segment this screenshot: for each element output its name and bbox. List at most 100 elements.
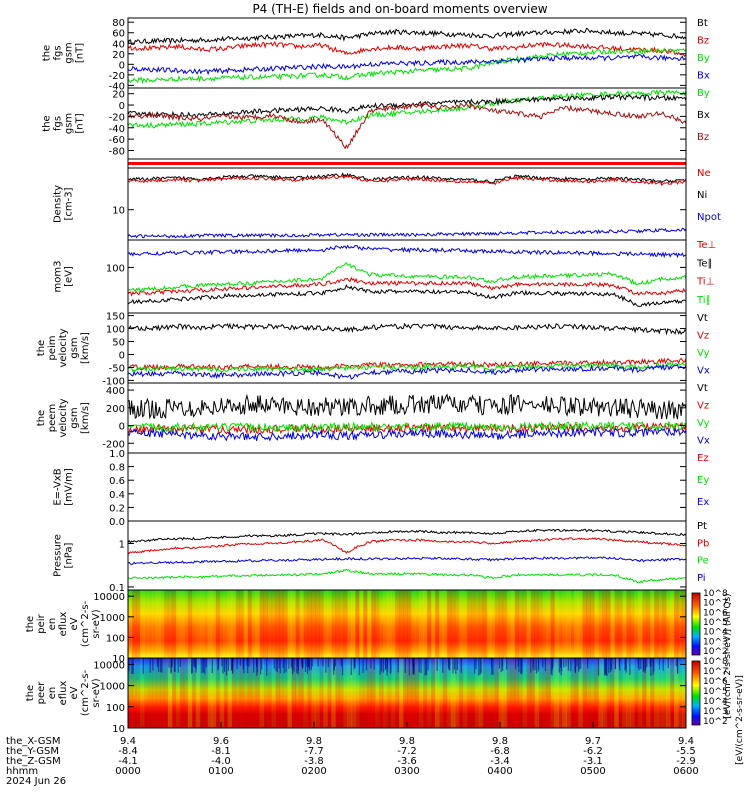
y-tick-label: 100 xyxy=(106,325,125,336)
legend-density-Ne: Ne xyxy=(697,168,711,179)
noise-mark xyxy=(614,658,617,669)
noise-mark xyxy=(518,658,520,673)
noise-mark xyxy=(170,658,172,674)
noise-mark xyxy=(418,658,420,673)
noise-mark xyxy=(604,658,606,676)
spectrogram-stripe xyxy=(235,590,241,658)
spectrogram-stripe xyxy=(626,590,631,658)
spectrogram-stripe xyxy=(311,590,316,658)
colorbar-tick-label: 10^3 xyxy=(703,707,728,717)
legend-peem-Vt: Vt xyxy=(697,383,708,394)
noise-mark xyxy=(424,658,426,676)
noise-mark xyxy=(194,658,196,668)
spectrogram-stripe xyxy=(303,658,308,728)
spectrogram-stripe xyxy=(175,658,181,728)
spectrogram-stripe xyxy=(534,658,540,728)
spectrogram-stripe xyxy=(622,590,627,658)
spectrogram-stripe xyxy=(251,658,257,728)
spectrogram-stripe xyxy=(618,590,623,658)
noise-mark xyxy=(551,658,553,670)
spectrogram-stripe xyxy=(542,590,547,658)
noise-mark xyxy=(242,658,244,670)
spectrogram-stripe xyxy=(650,658,655,728)
noise-mark xyxy=(193,658,195,667)
spectrogram-stripe xyxy=(610,658,615,728)
spectrogram-stripe xyxy=(522,590,528,658)
series-peim-Vx xyxy=(127,363,687,380)
legend-peim-Vt: Vt xyxy=(697,313,708,324)
y-tick-label: -20 xyxy=(109,112,125,123)
spectrogram-stripe xyxy=(187,658,193,728)
noise-mark xyxy=(427,658,429,671)
spectrogram-stripe xyxy=(594,590,599,658)
panel-flag xyxy=(127,158,687,169)
spectrogram-stripe xyxy=(227,658,233,728)
noise-mark xyxy=(149,658,151,673)
spectrogram-stripe xyxy=(335,590,340,658)
spectrogram-stripe xyxy=(367,590,372,658)
noise-mark xyxy=(333,658,335,670)
noise-mark xyxy=(618,658,620,668)
spectrogram-stripe xyxy=(506,658,512,728)
noise-mark xyxy=(455,658,457,674)
series-density-Ne xyxy=(127,174,687,186)
y-axis-label: peer xyxy=(36,681,47,705)
spectrogram-stripe xyxy=(391,590,396,658)
y-axis-label: mom3 xyxy=(53,261,64,293)
noise-mark xyxy=(334,658,336,667)
noise-mark xyxy=(637,658,639,669)
noise-mark xyxy=(558,658,560,673)
spectrogram-stripe xyxy=(223,590,229,658)
noise-mark xyxy=(224,658,226,672)
noise-mark xyxy=(222,658,224,674)
noise-mark xyxy=(276,658,278,673)
noise-mark xyxy=(204,658,206,675)
noise-mark xyxy=(205,658,207,668)
noise-mark xyxy=(456,658,458,670)
y-tick-label: 0 xyxy=(119,422,125,433)
noise-mark xyxy=(662,658,664,671)
spectrogram-stripe xyxy=(598,590,603,658)
spectrogram-stripe xyxy=(295,658,300,728)
x-tick-label: 0500 xyxy=(580,766,605,777)
noise-mark xyxy=(570,658,572,672)
legend-peim-Vz: Vz xyxy=(697,331,709,342)
y-tick-label: -50 xyxy=(109,363,125,374)
y-tick-label: 1000 xyxy=(100,682,125,693)
y-tick-label: 200 xyxy=(106,404,125,415)
series-pressure-Pb xyxy=(127,537,687,555)
spectrogram-stripe xyxy=(442,590,448,658)
noise-mark xyxy=(327,658,329,668)
spectrogram-stripe xyxy=(410,658,416,728)
noise-mark xyxy=(260,658,262,675)
spectrogram-stripe xyxy=(462,658,468,728)
noise-mark xyxy=(304,658,306,672)
spectrogram-stripe xyxy=(638,590,643,658)
spectrogram-stripe xyxy=(203,658,209,728)
spectrogram-stripe xyxy=(490,658,496,728)
spectrogram-stripe xyxy=(522,658,528,728)
spectrogram-stripe xyxy=(598,658,603,728)
spectrogram-stripe xyxy=(383,658,388,728)
y-tick-label: 400 xyxy=(106,386,125,397)
spectrogram-stripe xyxy=(478,590,484,658)
spectrogram-stripe xyxy=(267,590,272,658)
noise-mark xyxy=(580,658,582,669)
noise-mark xyxy=(236,658,238,670)
spectrogram-stripe xyxy=(450,590,456,658)
spectrogram-stripe xyxy=(407,590,412,658)
noise-mark xyxy=(179,658,181,667)
noise-mark xyxy=(629,658,631,676)
noise-mark xyxy=(293,658,295,672)
y-tick-label: 1.0 xyxy=(109,449,125,460)
noise-mark xyxy=(158,658,160,672)
spectrogram-stripe xyxy=(498,590,504,658)
spectrogram-stripe xyxy=(642,658,647,728)
noise-mark xyxy=(646,658,648,668)
spectrogram-stripe xyxy=(203,590,209,658)
colorbar-tick-label: 10^4 xyxy=(703,628,728,638)
spectrogram-stripe xyxy=(403,590,408,658)
spectrogram-stripe xyxy=(482,590,488,658)
spectrogram-stripe xyxy=(279,658,284,728)
noise-mark xyxy=(506,658,508,670)
